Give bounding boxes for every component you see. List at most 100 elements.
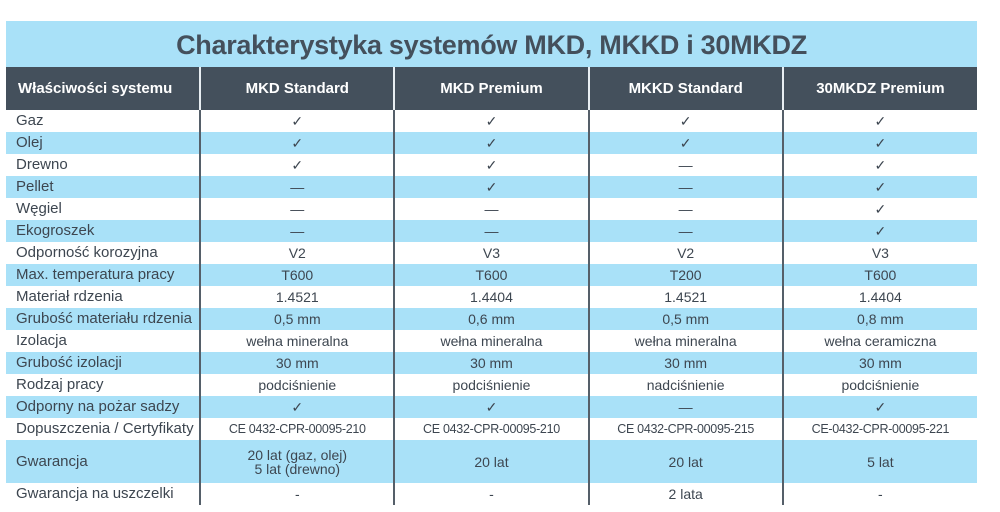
row-label: Gaz [16, 112, 44, 129]
cell-value: podciśnienie [781, 374, 977, 396]
header-system: MKD Standard [199, 67, 395, 110]
dash-icon: — [587, 154, 783, 176]
header-system: 30MKDZ Premium [781, 67, 977, 110]
cell-value: podciśnienie [199, 374, 395, 396]
row-label: Dopuszczenia / Certyfikaty [16, 420, 194, 437]
cell-value: 1.4521 [199, 286, 395, 308]
dash-icon: — [199, 176, 395, 198]
table-row: Gaz ✓ ✓ ✓ ✓ [6, 110, 977, 132]
cell-value: CE 0432-CPR-00095-210 [393, 418, 589, 440]
cell-value: - [393, 483, 589, 505]
cell-value: 0,5 mm [587, 308, 783, 330]
dash-icon: — [393, 220, 589, 242]
cell-value: nadciśnienie [587, 374, 783, 396]
cell-value: V3 [781, 242, 977, 264]
table-row: Dopuszczenia / Certyfikaty CE 0432-CPR-00… [6, 418, 977, 440]
check-icon: ✓ [393, 176, 589, 198]
check-icon: ✓ [781, 110, 977, 132]
table-row: Max. temperatura pracy T600 T600 T200 T600 [6, 264, 977, 286]
table-row: Odporność korozyjna V2 V3 V2 V3 [6, 242, 977, 264]
cell-value: T600 [199, 264, 395, 286]
check-icon: ✓ [393, 132, 589, 154]
cell-value: V3 [393, 242, 589, 264]
cell-value: 20 lat [587, 440, 783, 483]
dash-icon: — [587, 220, 783, 242]
check-icon: ✓ [781, 396, 977, 418]
dash-icon: — [587, 176, 783, 198]
header-properties: Właściwości systemu [6, 67, 201, 110]
table-row: Olej ✓ ✓ ✓ ✓ [6, 132, 977, 154]
check-icon: ✓ [781, 220, 977, 242]
cell-value: wełna mineralna [393, 330, 589, 352]
cell-value: 30 mm [587, 352, 783, 374]
cell-value: 1.4404 [781, 286, 977, 308]
cell-value: 0,6 mm [393, 308, 589, 330]
check-icon: ✓ [393, 110, 589, 132]
check-icon: ✓ [199, 132, 395, 154]
row-label: Pellet [6, 176, 201, 198]
cell-value: V2 [199, 242, 395, 264]
cell-value: wełna mineralna [199, 330, 395, 352]
cell-value: 30 mm [781, 352, 977, 374]
table-row: Rodzaj pracy podciśnienie podciśnienie nadc… [6, 374, 977, 396]
row-label: Odporność korozyjna [16, 244, 158, 261]
dash-icon: — [587, 198, 783, 220]
table-row: Izolacja wełna mineralna wełna mineralna we… [6, 330, 977, 352]
cell-value: T600 [781, 264, 977, 286]
row-label: Olej [6, 132, 201, 154]
header-system: MKD Premium [393, 67, 589, 110]
dash-icon: — [199, 198, 395, 220]
cell-value: CE 0432-CPR-00095-215 [587, 418, 783, 440]
row-label: Gwarancja na uszczelki [16, 485, 174, 502]
cell-value: 1.4521 [587, 286, 783, 308]
check-icon: ✓ [781, 154, 977, 176]
comparison-table: Właściwości systemu MKD Standard MKD Premi… [6, 67, 977, 505]
row-label: Materiał rdzenia [16, 288, 123, 305]
row-label: Grubość materiału rdzenia [6, 308, 201, 330]
dash-icon: — [393, 198, 589, 220]
table-row: Gwarancja 20 lat (gaz, olej) 5 lat (drewn… [6, 440, 977, 483]
row-label: Rodzaj pracy [16, 376, 104, 393]
check-icon: ✓ [587, 110, 783, 132]
check-icon: ✓ [393, 154, 589, 176]
check-icon: ✓ [199, 110, 395, 132]
table-row: Ekogroszek — — — ✓ [6, 220, 977, 242]
check-icon: ✓ [781, 176, 977, 198]
comparison-table-container: Charakterystyka systemów MKD, MKKD i 30M… [6, 21, 977, 505]
cell-value: CE 0432-CPR-00095-210 [199, 418, 395, 440]
row-label: Grubość izolacji [6, 352, 201, 374]
header-row: Właściwości systemu MKD Standard MKD Premi… [6, 67, 977, 110]
header-system: MKKD Standard [587, 67, 783, 110]
check-icon: ✓ [393, 396, 589, 418]
cell-value: wełna mineralna [587, 330, 783, 352]
cell-value: 2 lata [587, 483, 783, 505]
table-row: Grubość materiału rdzenia 0,5 mm 0,6 mm 0,5… [6, 308, 977, 330]
cell-value: T200 [587, 264, 783, 286]
check-icon: ✓ [587, 132, 783, 154]
cell-value: - [199, 483, 395, 505]
cell-value: 30 mm [393, 352, 589, 374]
table-row: Odporny na pożar sadzy ✓ ✓ — ✓ [6, 396, 977, 418]
row-label: Odporny na pożar sadzy [6, 396, 201, 418]
cell-value: 5 lat [781, 440, 977, 483]
check-icon: ✓ [781, 132, 977, 154]
check-icon: ✓ [781, 198, 977, 220]
table-row: Pellet — ✓ — ✓ [6, 176, 977, 198]
cell-value: 20 lat (gaz, olej) 5 lat (drewno) [199, 440, 395, 483]
cell-value: - [781, 483, 977, 505]
cell-value: wełna ceramiczna [781, 330, 977, 352]
table-title: Charakterystyka systemów MKD, MKKD i 30M… [6, 21, 977, 67]
row-label: Izolacja [16, 332, 67, 349]
row-label: Węgiel [16, 200, 62, 217]
check-icon: ✓ [199, 396, 395, 418]
row-label: Ekogroszek [6, 220, 201, 242]
dash-icon: — [587, 396, 783, 418]
cell-value: 0,5 mm [199, 308, 395, 330]
row-label: Max. temperatura pracy [6, 264, 201, 286]
row-label: Gwarancja [6, 440, 201, 483]
cell-value: CE-0432-CPR-00095-221 [781, 418, 977, 440]
cell-value: 1.4404 [393, 286, 589, 308]
dash-icon: — [199, 220, 395, 242]
row-label: Drewno [16, 156, 68, 173]
table-row: Gwarancja na uszczelki - -2 lata - [6, 483, 977, 505]
